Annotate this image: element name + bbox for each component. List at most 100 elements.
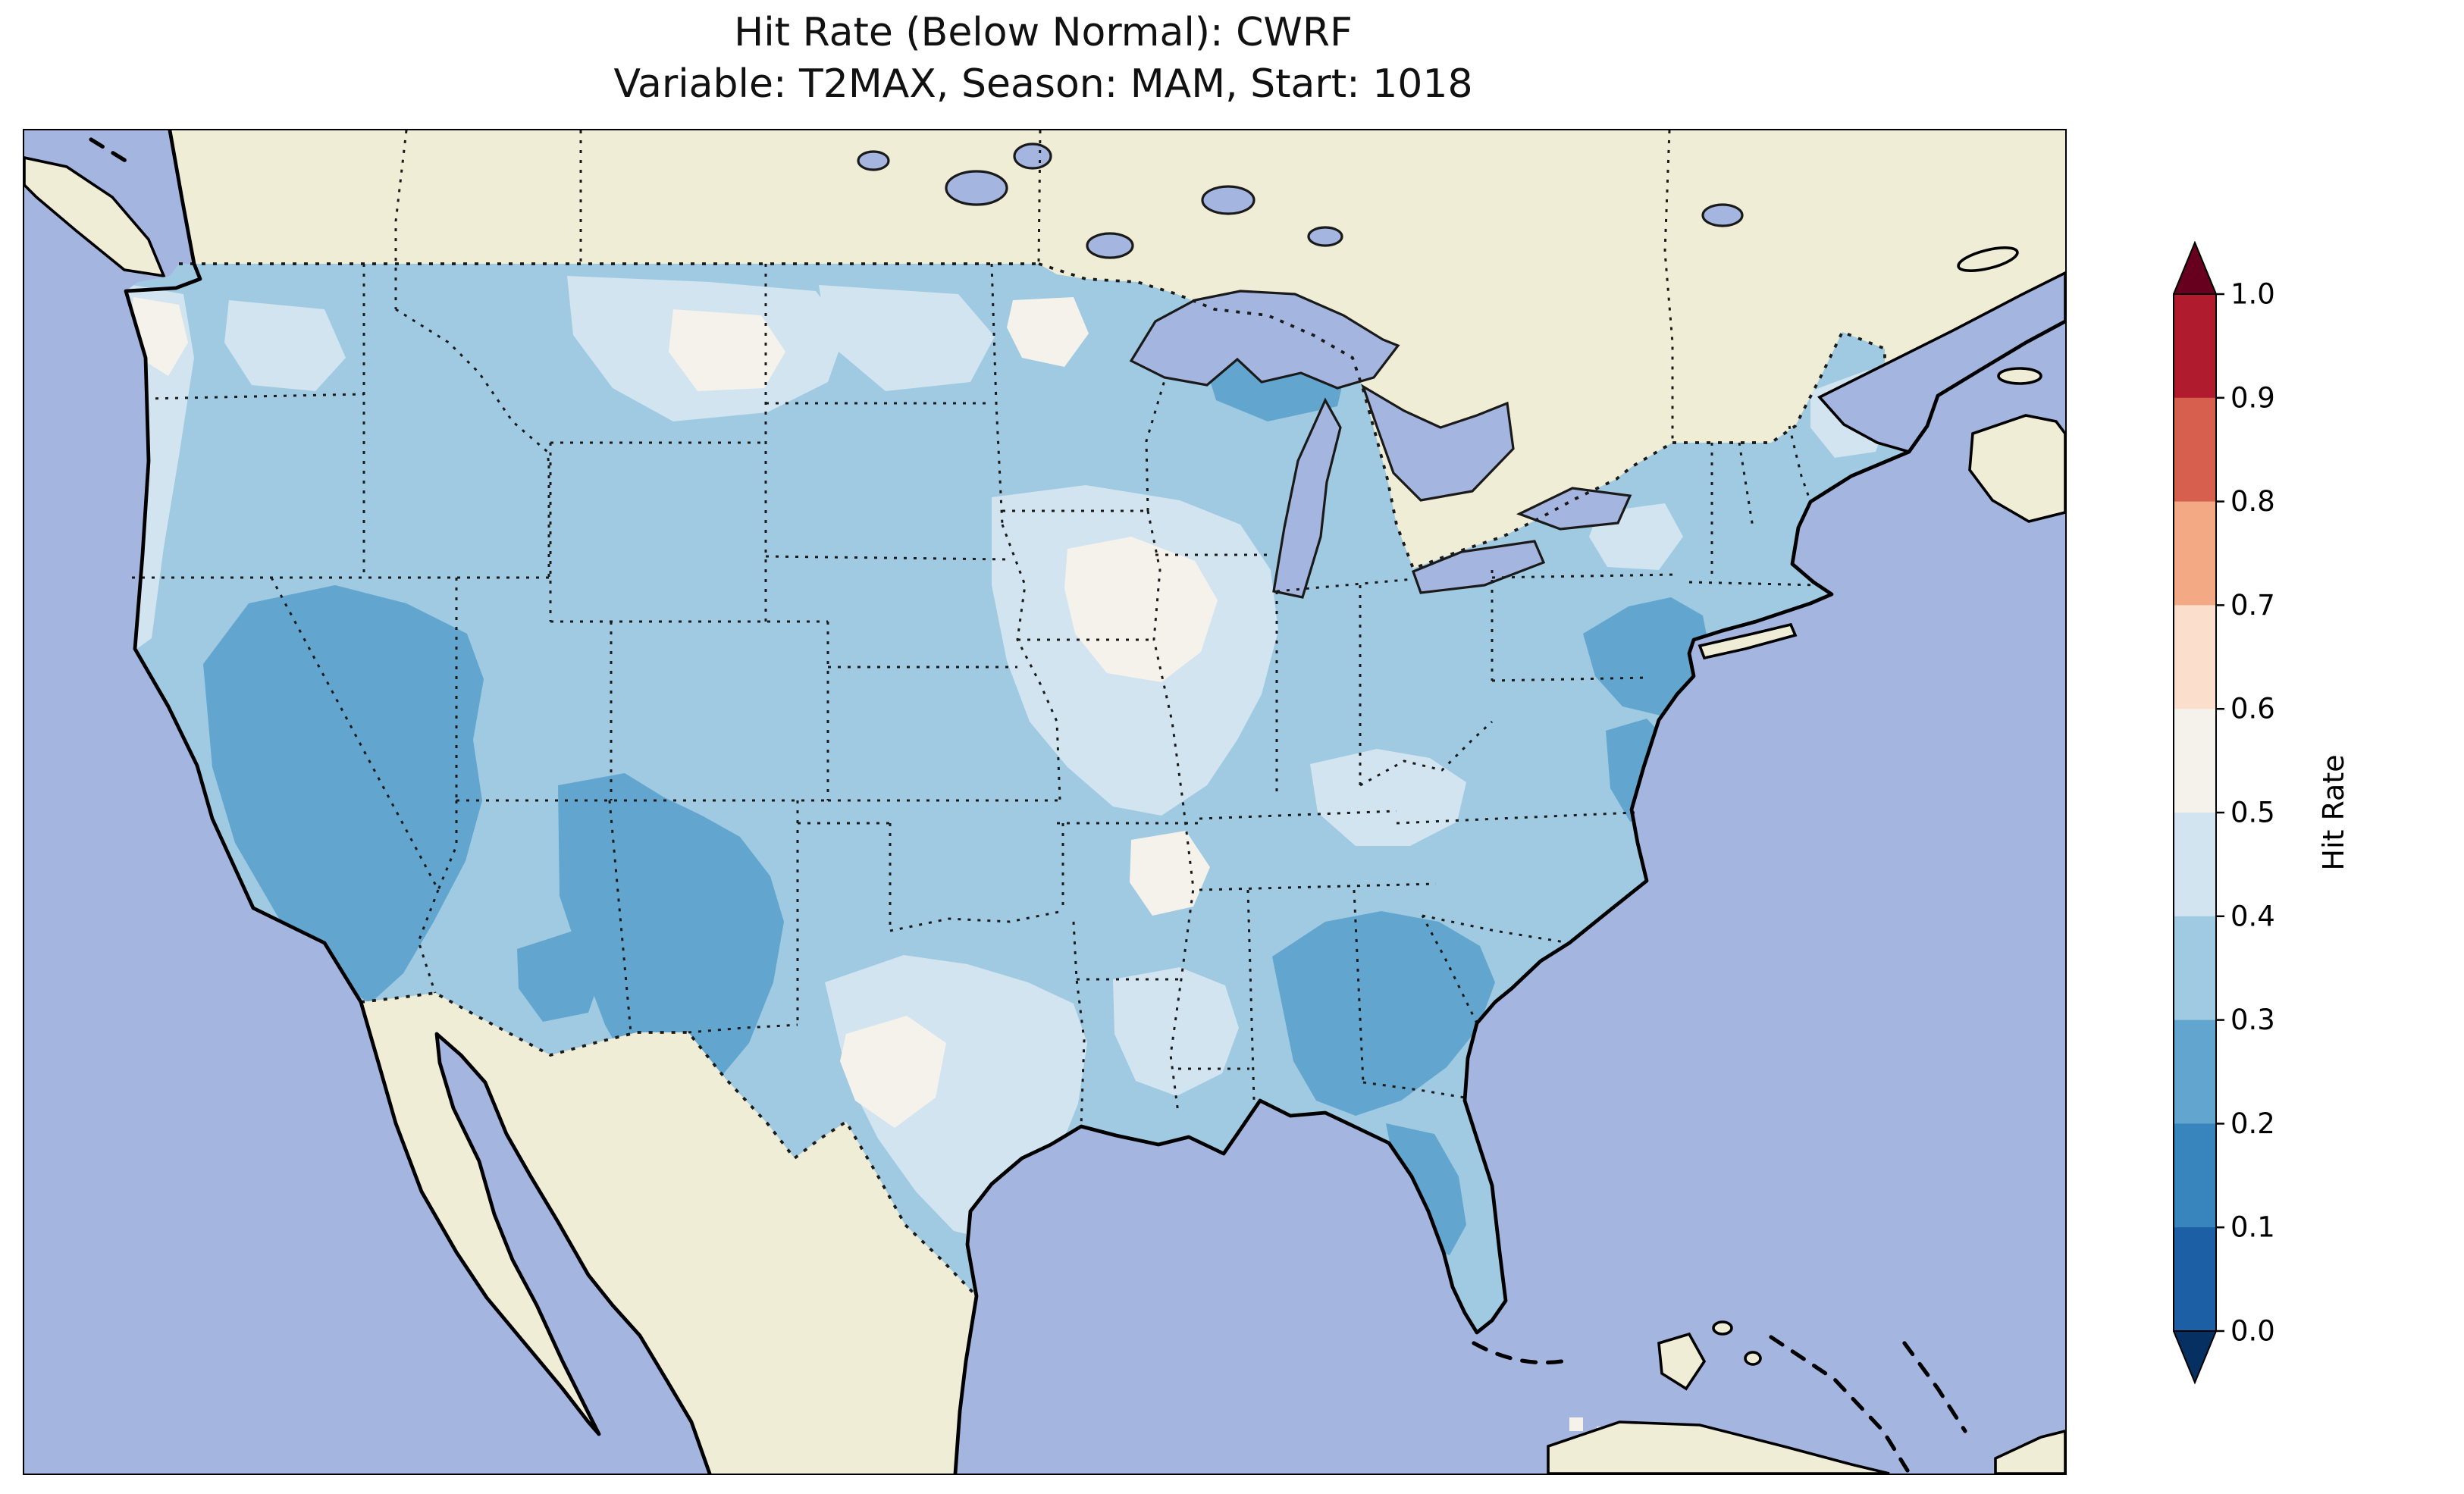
colorbar-tick-label: 0.0 xyxy=(2230,1315,2275,1348)
lake-superior xyxy=(1129,290,1400,390)
patch-minnesota-white xyxy=(1007,297,1089,367)
prince-edward-island xyxy=(1997,367,2042,385)
anticosti-island xyxy=(1957,246,2019,272)
state-line xyxy=(417,889,440,994)
patch-new-jersey xyxy=(1583,597,1710,716)
lake-erie xyxy=(1411,540,1546,594)
long-island xyxy=(1698,622,1798,660)
colorbar-bin xyxy=(2174,397,2216,503)
patch-gulf-south xyxy=(1113,967,1239,1096)
state-line xyxy=(1491,676,1651,682)
colorbar-extend-over xyxy=(2173,241,2218,295)
state-line xyxy=(1199,882,1437,891)
figure-title: Hit Rate (Below Normal): CWRF xyxy=(734,10,1353,55)
colorbar-tick-label: 0.6 xyxy=(2230,693,2275,725)
colorbar-bin xyxy=(2174,1019,2216,1125)
andros-island xyxy=(1657,1332,1707,1391)
colorbar-tick-label: 0.4 xyxy=(2230,900,2275,932)
colorbar-bin xyxy=(2174,605,2216,709)
colorbar-tick-label: 1.0 xyxy=(2230,278,2275,311)
figure-title-block: Hit Rate (Below Normal): CWRF Variable: … xyxy=(23,8,2064,110)
lac-st-jean xyxy=(1701,203,1744,227)
state-boundaries xyxy=(132,263,1819,1127)
patch-southeast xyxy=(1272,911,1495,1116)
state-line xyxy=(1421,915,1478,1024)
patch-columbia-basin xyxy=(224,300,346,391)
coastline-west-mexico xyxy=(124,130,712,1474)
map-canvas xyxy=(24,130,2065,1474)
patch-dakotas xyxy=(819,285,995,391)
colorbar-tick-label: 0.3 xyxy=(2230,1004,2275,1036)
state-line xyxy=(1146,510,1195,1113)
lake-huron xyxy=(1361,384,1515,502)
colorbar-tick-label: 0.2 xyxy=(2230,1107,2275,1140)
state-line xyxy=(1491,573,1678,579)
state-line xyxy=(889,910,1064,932)
colorbar-tick-label: 0.9 xyxy=(2230,381,2275,414)
nova-scotia xyxy=(1968,414,2065,523)
state-line xyxy=(990,263,1004,525)
lake-nipigon xyxy=(1086,232,1134,259)
figure-subtitle: Variable: T2MAX, Season: MAM, Start: 101… xyxy=(613,61,1473,107)
lake-michigan xyxy=(1272,397,1342,599)
coastlines xyxy=(124,130,2065,1474)
state-line xyxy=(688,1023,798,1034)
state-line xyxy=(1145,380,1166,512)
state-line xyxy=(1359,720,1494,787)
us-canada-border-lakes xyxy=(1038,262,1673,571)
map-axes xyxy=(23,129,2067,1475)
bc-coast-islets xyxy=(89,137,133,166)
colorbar-bin xyxy=(2174,709,2216,813)
conus-hit-rate-layer xyxy=(126,264,1909,1440)
patch-florida-gulf xyxy=(1386,1123,1466,1255)
islands xyxy=(89,137,2065,1474)
patch-montana-white xyxy=(669,309,785,391)
colorbar-label: Hit Rate xyxy=(2317,754,2350,871)
colorbar-tick-label: 0.5 xyxy=(2230,797,2275,829)
stray-cell-1 xyxy=(1569,1417,1583,1431)
state-line xyxy=(145,393,365,400)
province-border-4 xyxy=(394,130,408,309)
lake-ontario xyxy=(1516,487,1632,531)
state-line xyxy=(1688,581,1819,587)
canada-lake-b xyxy=(1307,226,1343,247)
state-line xyxy=(765,555,1008,561)
lake-manitoba xyxy=(1013,143,1052,170)
patch-iowa-white xyxy=(1064,537,1218,682)
bahama-island-a xyxy=(1712,1320,1733,1336)
bahamas-chain-1 xyxy=(1769,1335,1910,1473)
colorbar-bin xyxy=(2174,294,2216,399)
bahama-island-b xyxy=(1744,1351,1762,1366)
cuba xyxy=(1547,1420,1890,1474)
colorbar-extend-under xyxy=(2173,1330,2218,1385)
state-line xyxy=(395,308,550,466)
canadian-lakes xyxy=(857,143,1744,259)
state-line xyxy=(1738,442,1754,528)
province-border-2 xyxy=(1037,130,1042,265)
hispaniola xyxy=(1994,1430,2065,1474)
colorbar-bin xyxy=(2174,501,2216,606)
colorbar-tick-label: 0.8 xyxy=(2230,485,2275,518)
great-lakes xyxy=(1129,290,1632,599)
patch-nevada-california xyxy=(203,585,484,1004)
coastline-gulf-east xyxy=(953,319,2065,1474)
hit-rate-patches xyxy=(126,276,1892,1255)
state-line xyxy=(1199,810,1397,820)
colorbar-bin xyxy=(2174,916,2216,1021)
canada-lake-c xyxy=(857,150,890,171)
province-border-3 xyxy=(1663,130,1674,443)
colorbar-bin xyxy=(2174,1227,2216,1332)
bahamas-chain-2 xyxy=(1902,1341,1967,1433)
state-line xyxy=(1788,425,1812,503)
colorbar-tick-label: 0.1 xyxy=(2230,1211,2275,1244)
patch-four-corners xyxy=(558,773,784,1104)
state-line xyxy=(1353,889,1365,1083)
colorbar-tick-label: 0.7 xyxy=(2230,589,2275,622)
florida-keys xyxy=(1472,1341,1564,1365)
patch-texas-white xyxy=(840,1016,946,1128)
colorbar: 1.0 0.9 0.8 0.7 0.6 0.5 0.4 0.3 0.2 0.1 0.0 xyxy=(2173,241,2275,1385)
vancouver-island xyxy=(24,156,166,278)
lake-winnipeg xyxy=(945,170,1008,206)
colorbar-bin xyxy=(2174,1123,2216,1228)
state-line xyxy=(1396,811,1635,825)
